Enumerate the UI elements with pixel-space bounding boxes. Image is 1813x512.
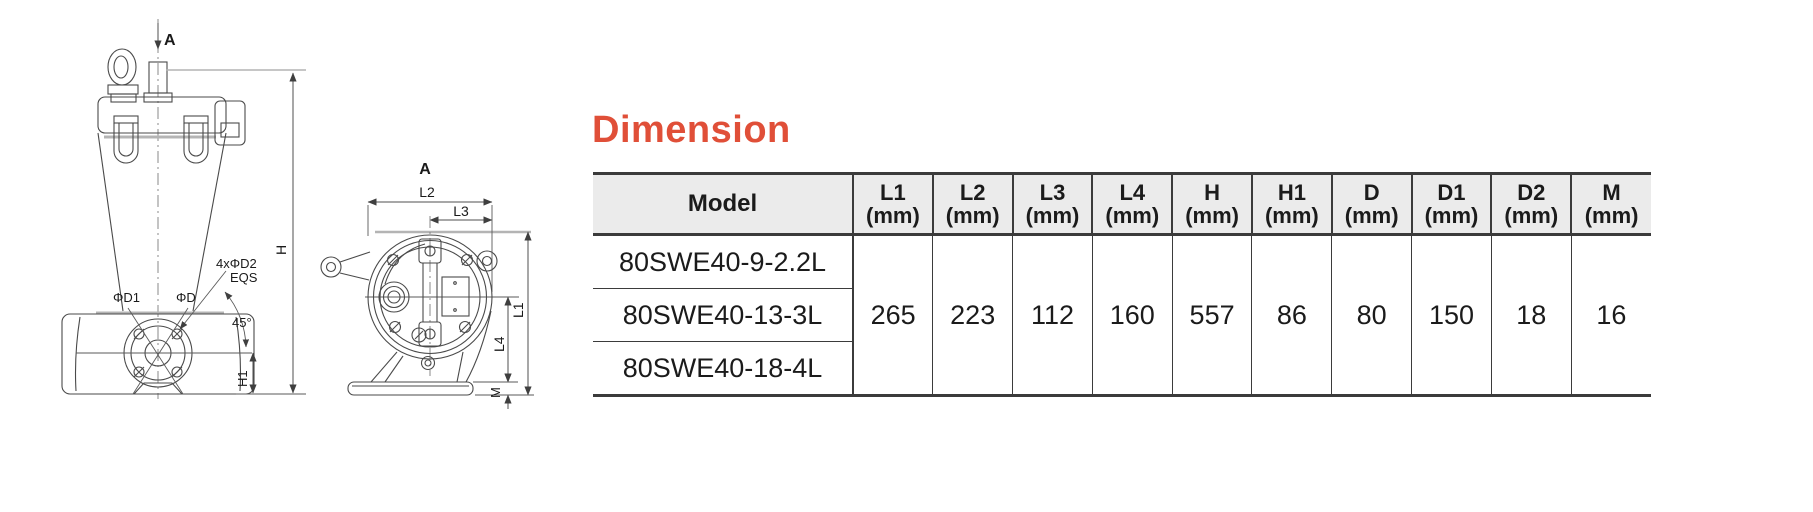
dim-label-l3: L3 [453, 203, 469, 219]
value-cell-h: 557 [1171, 234, 1252, 396]
section-title: Dimension [592, 109, 791, 151]
dimension-table: Model L1 (mm) L2 (mm) L3 (mm) L4 (mm) H (mm) … [593, 172, 1651, 397]
section-label-a: A [164, 32, 176, 49]
label-phi-d1: ΦD1 [113, 290, 140, 305]
label-bolt-holes: 4xΦD2 [216, 256, 257, 271]
value-cell-h1: 86 [1251, 234, 1332, 396]
value-cell-d1: 150 [1411, 234, 1492, 396]
value-cell-m: 16 [1570, 234, 1651, 396]
dim-label-l2: L2 [419, 184, 435, 200]
dim-label-l4: L4 [491, 336, 507, 352]
value-cell-d2: 18 [1490, 234, 1572, 396]
column-header-l1: L1 (mm) [852, 173, 933, 236]
table-row: 80SWE40-13-3L [593, 288, 1651, 342]
label-angle-45: 45° [232, 315, 252, 330]
flange-callout-lines [76, 270, 252, 395]
model-cell: 80SWE40-18-4L [593, 341, 854, 396]
pump-side-view-diagram: A [61, 19, 306, 399]
label-eqs: EQS [230, 270, 258, 285]
column-header-d1: D1 (mm) [1410, 173, 1492, 236]
table-row: 80SWE40-18-4L [593, 341, 1651, 396]
model-cell: 80SWE40-13-3L [593, 288, 854, 342]
column-header-h: H (mm) [1171, 173, 1252, 236]
value-cell-l2: 223 [932, 234, 1013, 396]
column-header-d: D (mm) [1330, 173, 1412, 236]
column-header-h1: H1 (mm) [1250, 173, 1332, 236]
column-header-d2: D2 (mm) [1490, 173, 1572, 236]
column-header-l3: L3 (mm) [1011, 173, 1093, 236]
column-header-l2: L2 (mm) [931, 173, 1013, 236]
value-cell-l1: 265 [870, 299, 916, 330]
dim-label-h1: H1 [235, 370, 250, 387]
label-phi-d: ΦD [176, 290, 196, 305]
pump-top-view-diagram: A L2 L3 [320, 161, 534, 409]
column-header-model: Model [593, 173, 853, 236]
column-header-l4: L4 (mm) [1091, 173, 1173, 236]
value-cell-l3: 112 [1012, 234, 1093, 396]
model-cell: 80SWE40-9-2.2L [593, 234, 854, 289]
dim-label-h: H [273, 245, 289, 255]
column-header-m: M (mm) [1570, 173, 1651, 236]
dim-label-l1: L1 [510, 302, 526, 318]
dim-label-m: M [488, 387, 503, 398]
value-cell-d: 80 [1331, 234, 1412, 396]
table-header-row: Model L1 (mm) L2 (mm) L3 (mm) L4 (mm) H (mm) … [593, 173, 1651, 236]
table-row: 80SWE40-9-2.2L 265 223 112 160 557 86 80… [593, 234, 1651, 396]
pump-top-outline [320, 234, 498, 396]
section-label-a: A [419, 161, 431, 178]
value-cell-l4: 160 [1091, 234, 1173, 396]
